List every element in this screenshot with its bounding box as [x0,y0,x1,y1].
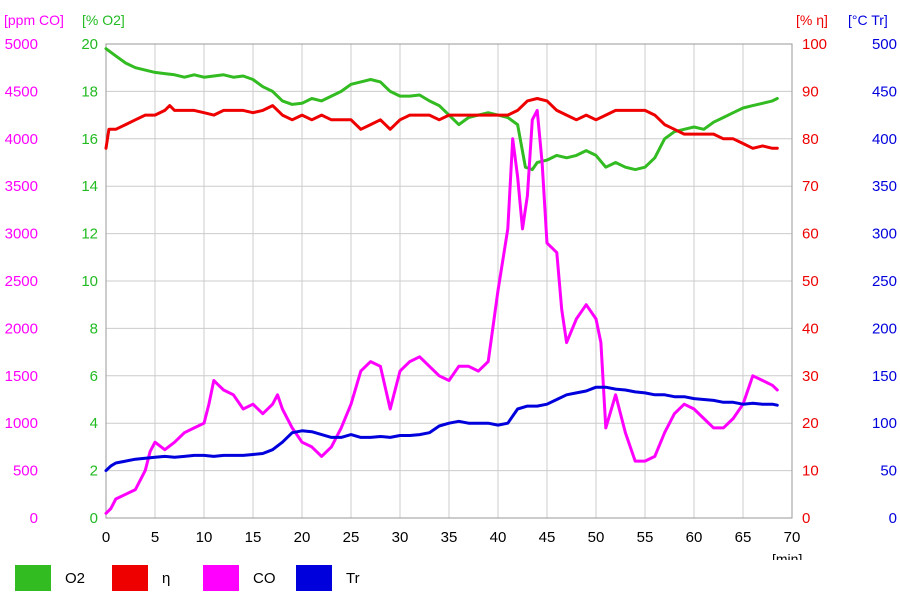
legend-label: CO [253,569,276,587]
x-tick-label: 25 [343,529,360,546]
y-tick-label-o2: 12 [81,226,98,243]
legend-item-co: CO [203,563,276,593]
y-tick-label-tr: 0 [889,510,897,527]
x-tick-label: 50 [588,529,605,546]
x-axis-unit: [min] [772,551,802,560]
y-tick-label-o2: 18 [81,83,98,100]
x-tick-label: 45 [539,529,556,546]
y-tick-label-co: 3000 [5,226,38,243]
plot-frame [105,43,793,519]
y-tick-label-tr: 200 [872,320,897,337]
x-tick-label: 15 [245,529,262,546]
x-tick-label: 60 [686,529,703,546]
y-tick-label-eta: 10 [802,463,819,480]
y-tick-label-tr: 300 [872,226,897,243]
legend-label: O2 [65,569,86,587]
y-tick-label-tr: 350 [872,178,897,195]
series-line-Tr [104,385,779,473]
legend-item-eta: η [112,563,170,593]
y-tick-label-tr: 50 [880,463,897,480]
y-tick-label-co: 1000 [5,415,38,432]
legend-swatch [296,565,332,591]
axis-unit-eta: [% η] [796,12,828,28]
axis-unit-co: [ppm CO] [4,12,64,28]
axis-unit-tr: [°C Tr] [848,12,888,28]
chart-area: 0 5 10 15 20 25 30 35 40 45 50 55 60 65 70050010001500… [4,12,897,560]
y-tick-label-eta: 0 [802,510,810,527]
series-line-CO [104,108,779,515]
y-tick-label-o2: 10 [81,273,98,290]
y-tick-label-co: 0 [30,510,38,527]
x-tick-label: 0 [102,529,110,546]
x-tick-label: 40 [490,529,507,546]
x-tick-label: 20 [294,529,311,546]
y-tick-label-eta: 70 [802,178,819,195]
x-tick-label: 35 [441,529,458,546]
legend-item-tr: Tr [296,563,360,593]
y-tick-label-tr: 100 [872,415,897,432]
chart-series [104,47,779,515]
y-tick-label-o2: 6 [90,368,98,385]
x-tick-label: 70 [784,529,801,546]
series-line-O2 [104,47,779,172]
y-tick-label-eta: 60 [802,226,819,243]
y-tick-label-tr: 250 [872,273,897,290]
series-line-η [104,97,779,150]
y-tick-label-co: 5000 [5,36,38,53]
chart-axes: 0 5 10 15 20 25 30 35 40 45 50 55 60 65 70050010001500… [4,12,897,560]
y-tick-label-co: 2000 [5,320,38,337]
y-tick-label-o2: 4 [90,415,98,432]
y-tick-label-co: 500 [13,463,38,480]
y-tick-label-o2: 14 [81,178,98,195]
y-tick-label-eta: 30 [802,368,819,385]
y-tick-label-o2: 0 [90,510,98,527]
x-tick-label: 65 [735,529,752,546]
y-tick-label-co: 2500 [5,273,38,290]
y-tick-label-eta: 90 [802,83,819,100]
y-tick-label-eta: 80 [802,131,819,148]
y-tick-label-eta: 20 [802,415,819,432]
legend-label: η [162,569,171,587]
legend-item-o2: O2 [15,563,85,593]
y-tick-label-o2: 2 [90,463,98,480]
y-tick-label-co: 1500 [5,368,38,385]
x-tick-label: 5 [151,529,159,546]
y-tick-label-eta: 50 [802,273,819,290]
y-tick-label-eta: 100 [802,36,827,53]
y-tick-label-co: 4000 [5,131,38,148]
y-tick-label-o2: 16 [81,131,98,148]
legend-swatch [203,565,239,591]
legend-swatch [112,565,148,591]
axis-unit-o2: [% O2] [82,12,125,28]
y-tick-label-o2: 8 [90,320,98,337]
y-tick-label-tr: 150 [872,368,897,385]
legend-label: Tr [346,569,360,587]
y-tick-label-tr: 400 [872,131,897,148]
y-tick-label-eta: 40 [802,320,819,337]
y-tick-label-co: 3500 [5,178,38,195]
legend-swatch [15,565,51,591]
y-tick-label-tr: 500 [872,36,897,53]
x-tick-label: 30 [392,529,409,546]
y-tick-label-tr: 450 [872,83,897,100]
y-tick-label-o2: 20 [81,36,98,53]
x-tick-label: 55 [637,529,654,546]
y-tick-label-co: 4500 [5,83,38,100]
x-tick-label: 10 [196,529,213,546]
